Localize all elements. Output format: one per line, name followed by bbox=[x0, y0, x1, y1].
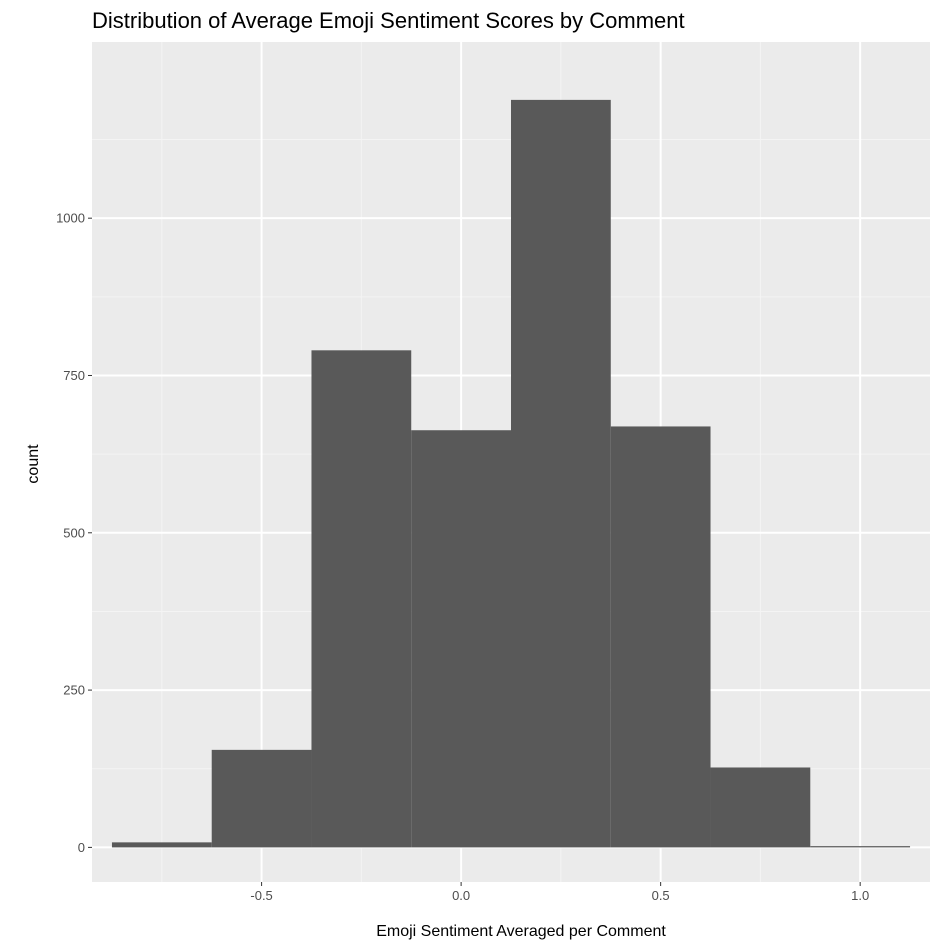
histogram-bar-8 bbox=[810, 846, 911, 848]
y-tick-label: 250 bbox=[63, 683, 85, 698]
y-axis: 0 250 500 750 1000 bbox=[56, 211, 92, 855]
y-axis-title: count bbox=[25, 444, 42, 484]
y-tick-label: 1000 bbox=[56, 211, 85, 226]
x-tick-label: 1.0 bbox=[851, 888, 869, 903]
histogram-bar-7 bbox=[710, 767, 811, 848]
histogram-bar-6 bbox=[610, 426, 711, 848]
chart-title: Distribution of Average Emoji Sentiment … bbox=[92, 8, 685, 33]
histogram-bar-3 bbox=[311, 350, 412, 848]
y-tick-label: 750 bbox=[63, 368, 85, 383]
x-axis: -0.5 0.0 0.5 1.0 bbox=[250, 882, 869, 903]
histogram-bar-1 bbox=[111, 842, 212, 848]
y-tick-label: 500 bbox=[63, 525, 85, 540]
x-tick-label: 0.5 bbox=[652, 888, 670, 903]
x-tick-label: 0.0 bbox=[452, 888, 470, 903]
x-tick-label: -0.5 bbox=[250, 888, 272, 903]
x-axis-title: Emoji Sentiment Averaged per Comment bbox=[376, 923, 666, 940]
histogram-bars bbox=[111, 99, 911, 848]
histogram-bar-5 bbox=[511, 99, 611, 848]
histogram-bar-2 bbox=[211, 749, 312, 848]
histogram-bar-4 bbox=[411, 430, 511, 848]
y-tick-label: 0 bbox=[78, 840, 85, 855]
